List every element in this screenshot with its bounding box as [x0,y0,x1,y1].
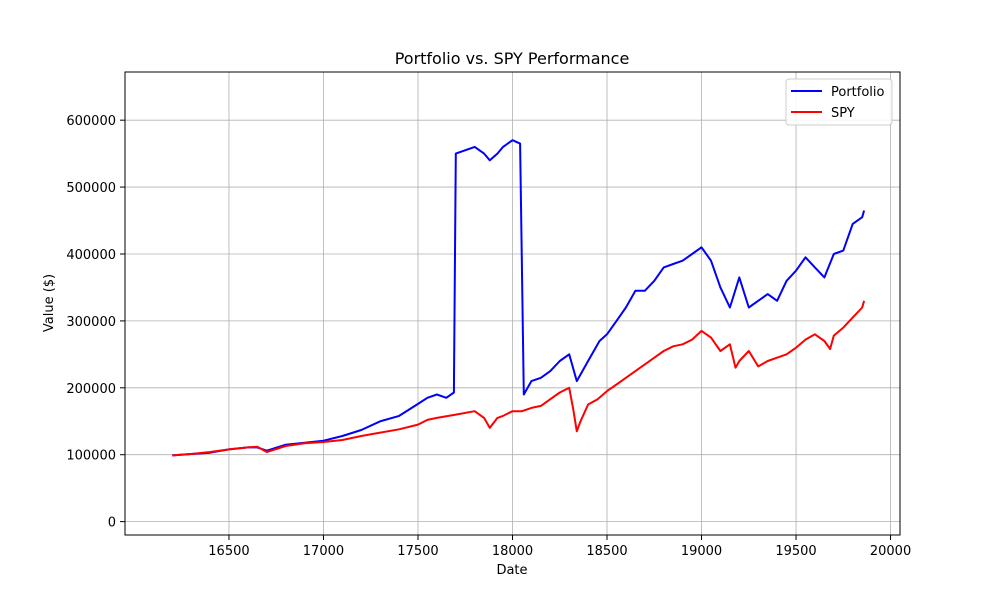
series-group [172,139,866,457]
x-tick-label: 19000 [681,544,722,559]
legend: Portfolio SPY [785,78,893,126]
x-tick-label: 20000 [870,544,911,559]
y-tick-label: 500000 [66,181,116,196]
y-tick-label: 600000 [66,114,116,129]
x-ticks: 16500 17000 17500 18000 18500 19000 19500 20000 [208,535,911,559]
grid [125,72,900,535]
x-tick-label: 18500 [586,544,627,559]
legend-label-spy: SPY [831,106,855,121]
y-tick-label: 100000 [66,449,116,464]
y-tick-label: 300000 [66,315,116,330]
x-tick-label: 19500 [775,544,816,559]
series-line-spy [172,300,866,457]
y-ticks: 0 100000 200000 300000 400000 500000 600000 [66,114,125,531]
y-tick-label: 0 [108,516,116,531]
y-tick-label: 200000 [66,382,116,397]
y-tick-label: 400000 [66,248,116,263]
x-tick-label: 16500 [208,544,249,559]
x-tick-label: 17000 [303,544,344,559]
x-axis-label: Date [496,563,527,578]
legend-label-portfolio: Portfolio [831,85,885,100]
x-tick-label: 18000 [492,544,533,559]
x-tick-label: 17500 [397,544,438,559]
chart-title: Portfolio vs. SPY Performance [395,49,630,68]
y-axis-label: Value ($) [42,274,57,332]
series-line-portfolio [172,139,866,457]
